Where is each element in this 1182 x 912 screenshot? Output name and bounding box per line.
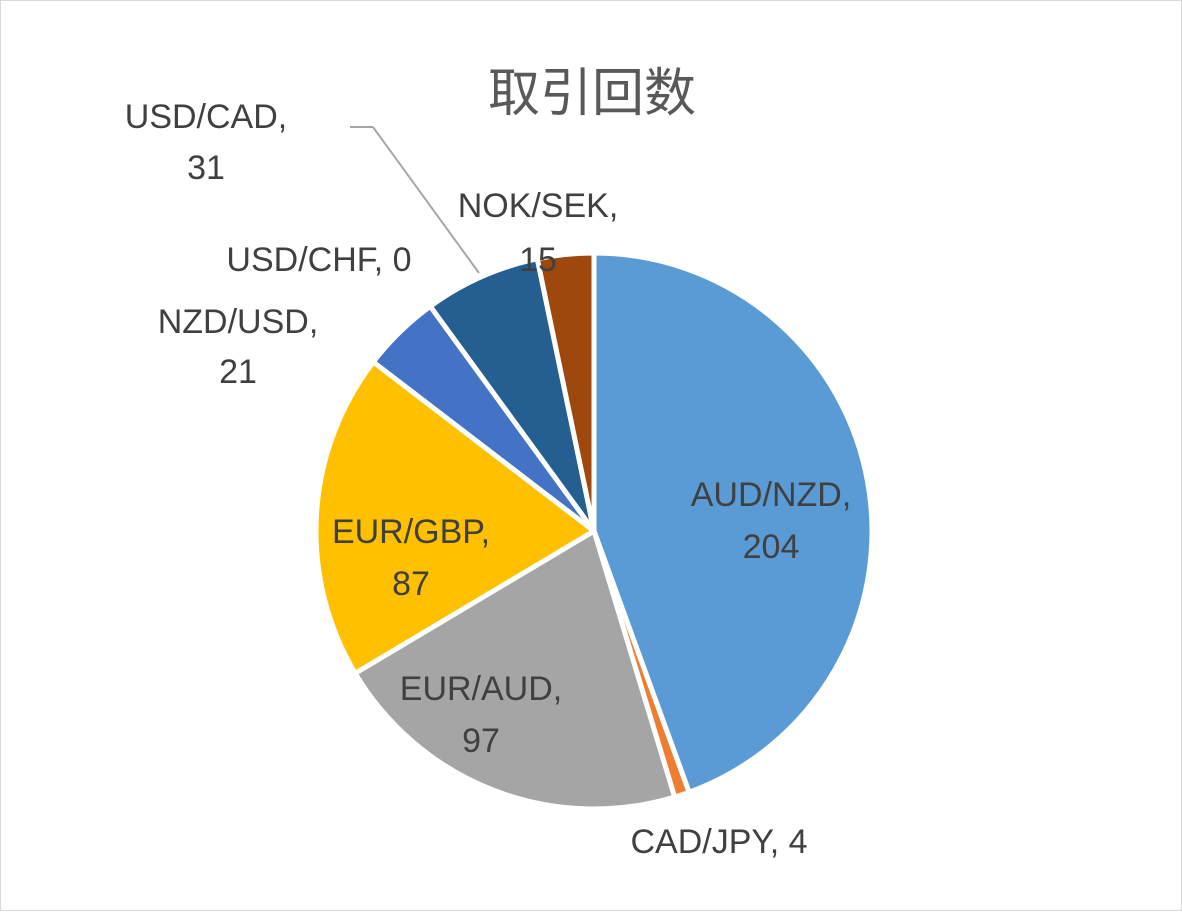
data-label-cad-jpy: CAD/JPY, 4 bbox=[630, 823, 807, 861]
data-label-usd-chf: USD/CHF, 0 bbox=[226, 241, 411, 279]
chart-title: 取引回数 bbox=[488, 64, 696, 124]
data-label-value-usd-cad: 31 bbox=[187, 149, 225, 187]
leader-line-usd-cad-diagonal bbox=[372, 126, 480, 274]
pie-slice-nok-sek bbox=[534, 250, 597, 534]
data-label-value-eur-aud: 97 bbox=[462, 722, 500, 760]
pie-slice-eur-gbp bbox=[313, 359, 597, 676]
pie-slice-eur-aud bbox=[352, 528, 678, 812]
data-labels: AUD/NZD, 204 CAD/JPY, 4 EUR/AUD, 97 EUR/GBP, 8… bbox=[125, 98, 852, 861]
pie-slice-aud-nzd bbox=[591, 250, 875, 795]
data-label-aud-nzd: AUD/NZD, bbox=[691, 476, 852, 514]
data-label-value-nzd-usd: 21 bbox=[219, 353, 257, 391]
data-label-value-eur-gbp: 87 bbox=[392, 565, 430, 603]
data-label-nzd-usd: NZD/USD, bbox=[158, 303, 319, 341]
data-label-value-nok-sek: 15 bbox=[519, 241, 557, 279]
data-label-usd-cad: USD/CAD, bbox=[125, 98, 287, 136]
data-label-eur-aud: EUR/AUD, bbox=[400, 670, 562, 708]
pie-slices bbox=[313, 250, 875, 812]
data-label-nok-sek: NOK/SEK, bbox=[458, 187, 619, 225]
data-label-eur-gbp: EUR/GBP, bbox=[332, 513, 490, 551]
data-label-value-aud-nzd: 204 bbox=[743, 528, 800, 566]
